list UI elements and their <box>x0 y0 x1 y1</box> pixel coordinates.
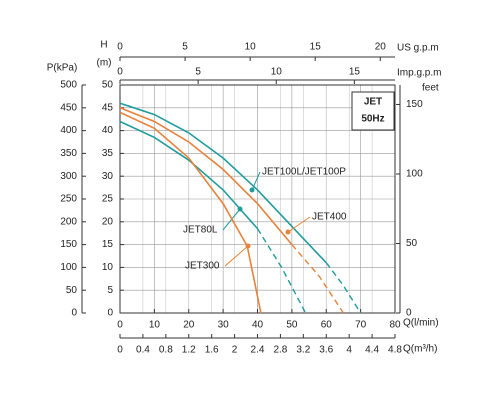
x-tick-label: 30 <box>218 320 230 331</box>
p-label: P(kPa) <box>47 63 78 74</box>
x-tick-label: 0 <box>117 42 123 53</box>
us-gpm-label: US g.p.m <box>397 43 439 54</box>
y-tick-label: 0 <box>71 308 77 319</box>
pointer-dot <box>249 187 255 193</box>
y-tick-label: 350 <box>60 148 77 159</box>
y-tick-label: 50 <box>102 80 114 91</box>
y-tick-label: 100 <box>406 169 423 180</box>
y-tick-label: 5 <box>107 285 113 296</box>
x-tick-label: 0.4 <box>136 345 150 356</box>
y-tick-label: 150 <box>406 99 423 110</box>
x-tick-label: 20 <box>183 320 195 331</box>
y-label: H <box>100 40 107 51</box>
x-tick-label: 4.4 <box>365 345 379 356</box>
y-tick-label: 50 <box>66 285 78 296</box>
legend-label: JET400 <box>312 212 347 223</box>
m3h-label: Q(m³/h) <box>403 344 437 355</box>
y-unit: (m) <box>97 58 112 69</box>
annotation-box <box>351 91 395 131</box>
imp-gpm-label: Imp.g.p.m <box>397 68 441 79</box>
y-tick-label: 0 <box>406 308 412 319</box>
x-tick-label: 2.8 <box>273 345 287 356</box>
y-tick-label: 20 <box>102 216 114 227</box>
x-tick-label: 15 <box>349 67 361 78</box>
pointer-dot <box>245 243 251 249</box>
x-label: Q(l/min) <box>403 318 439 329</box>
y-tick-label: 200 <box>60 216 77 227</box>
x-tick-label: 2.4 <box>251 345 265 356</box>
x-tick-label: 2 <box>232 345 238 356</box>
curve-dashed <box>325 262 362 314</box>
curve-dashed <box>291 244 344 314</box>
curve <box>119 102 327 264</box>
curve <box>119 111 262 314</box>
x-tick-label: 80 <box>389 320 401 331</box>
legend-label: JET300 <box>185 261 220 272</box>
y-tick-label: 300 <box>60 171 77 182</box>
curve-dashed <box>256 228 307 314</box>
x-tick-label: 10 <box>271 67 283 78</box>
curve <box>119 107 293 246</box>
y-tick-label: 450 <box>60 102 77 113</box>
x-tick-label: 5 <box>195 67 201 78</box>
x-tick-label: 0.8 <box>159 345 173 356</box>
x-tick-label: 1.2 <box>182 345 196 356</box>
x-tick-label: 5 <box>182 42 188 53</box>
x-tick-label: 70 <box>355 320 367 331</box>
annotation: 50Hz <box>361 114 384 125</box>
x-tick-label: 4 <box>346 345 352 356</box>
curve <box>119 120 259 230</box>
x-tick-label: 50 <box>286 320 298 331</box>
x-tick-label: 40 <box>252 320 264 331</box>
y-tick-label: 25 <box>102 194 114 205</box>
y-tick-label: 250 <box>60 194 77 205</box>
y-tick-label: 400 <box>60 125 77 136</box>
y-tick-label: 500 <box>60 80 77 91</box>
x-tick-label: 10 <box>245 42 257 53</box>
y-tick-label: 45 <box>102 102 114 113</box>
pointer <box>224 245 249 267</box>
x-tick-label: 3.2 <box>296 345 310 356</box>
x-tick-label: 4.8 <box>388 345 402 356</box>
legend-label: JET80L <box>183 225 218 236</box>
y-tick-label: 35 <box>102 148 114 159</box>
y-tick-label: 100 <box>60 262 77 273</box>
x-tick-label: 15 <box>310 42 322 53</box>
pointer-dot <box>237 206 243 212</box>
y-tick-label: 15 <box>102 239 114 250</box>
x-tick-label: 0 <box>117 320 123 331</box>
y-tick-label: 40 <box>102 125 114 136</box>
pointer-dot <box>285 229 291 235</box>
pointer <box>251 171 261 191</box>
legend-label: JET100L/JET100P <box>262 167 346 178</box>
feet-label: feet <box>422 83 439 94</box>
y-tick-label: 10 <box>102 262 114 273</box>
x-tick-label: 0 <box>117 67 123 78</box>
x-tick-label: 60 <box>321 320 333 331</box>
x-tick-label: 10 <box>149 320 161 331</box>
x-tick-label: 20 <box>375 42 387 53</box>
x-tick-label: 0 <box>117 345 123 356</box>
y-tick-label: 150 <box>60 239 77 250</box>
y-tick-label: 0 <box>107 308 113 319</box>
annotation: JET <box>364 97 382 108</box>
y-tick-label: 30 <box>102 171 114 182</box>
pointer <box>287 216 311 233</box>
x-tick-label: 1.6 <box>205 345 219 356</box>
x-tick-label: 3.6 <box>319 345 333 356</box>
y-tick-label: 50 <box>406 238 418 249</box>
